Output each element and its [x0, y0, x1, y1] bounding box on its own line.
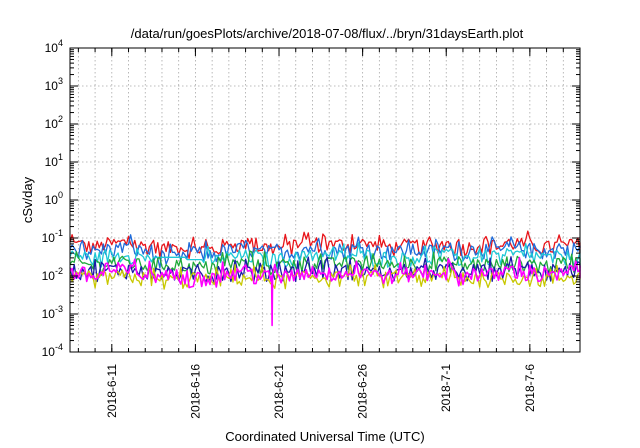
x-tick-label: 2018-6-21: [272, 364, 286, 419]
y-tick-label: 10-4: [42, 342, 63, 359]
x-tick-label: 2018-6-16: [188, 364, 202, 419]
y-tick-label: 104: [45, 38, 63, 55]
chart-title: /data/run/goesPlots/archive/2018-07-08/f…: [131, 26, 524, 41]
y-tick-label: 103: [45, 76, 63, 93]
y-tick-label: 10-3: [42, 304, 63, 321]
y-tick-label: 102: [45, 114, 63, 131]
grid: [70, 48, 580, 352]
y-tick-label: 101: [45, 152, 63, 169]
x-tick-label: 2018-7-6: [523, 364, 537, 412]
series-line: [69, 256, 581, 327]
x-axis-label: Coordinated Universal Time (UTC): [225, 429, 424, 444]
axis-ticks: [70, 47, 580, 353]
x-tick-label: 2018-6-26: [356, 364, 370, 419]
y-axis-label: cSv/day: [20, 176, 35, 223]
series-line: [69, 242, 581, 269]
series-line: [69, 230, 581, 260]
y-tick-labels: 10-4 10-3 10-2 10-1 100 101 102 103 104: [42, 38, 63, 359]
x-tick-label: 2018-6-11: [105, 364, 119, 418]
y-tick-label: 100: [45, 190, 63, 207]
series-line: [69, 256, 581, 284]
y-tick-label: 10-1: [42, 228, 63, 245]
series-lines: [69, 230, 581, 327]
y-tick-label: 10-2: [42, 266, 63, 283]
x-tick-label: 2018-7-1: [439, 364, 453, 412]
x-tick-labels: 2018-6-11 2018-6-16 2018-6-21 2018-6-26 2018…: [105, 364, 537, 419]
